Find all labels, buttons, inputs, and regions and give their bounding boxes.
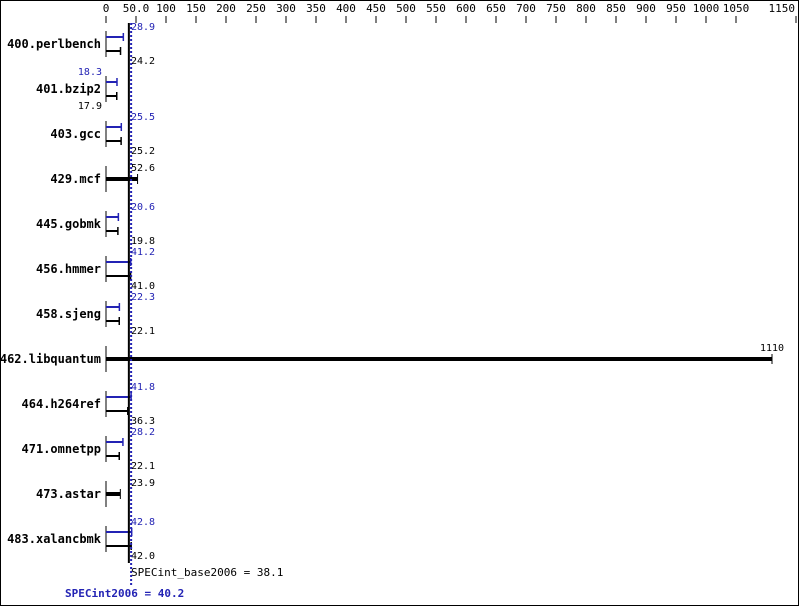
peak-value-label: 28.9 <box>131 22 155 33</box>
base-value-label: 25.2 <box>131 146 155 157</box>
benchmark-row: 456.hmmer 41.2 41.0 <box>36 247 155 292</box>
x-tick-label: 400 <box>336 2 356 15</box>
benchmark-row: 462.libquantum 1110 <box>1 343 784 372</box>
benchmark-label: 483.xalancbmk <box>7 532 102 546</box>
base-value-label: 24.2 <box>131 56 155 67</box>
benchmark-label: 403.gcc <box>50 127 101 141</box>
benchmark-row: 471.omnetpp 28.2 22.1 <box>22 427 156 472</box>
base-value-label: 19.8 <box>131 236 155 247</box>
peak-value-label: 25.5 <box>131 112 155 123</box>
x-tick-label: 750 <box>546 2 566 15</box>
base-value-label: 52.6 <box>131 163 155 174</box>
x-tick-label: 300 <box>276 2 296 15</box>
x-tick-label: 50.0 <box>123 2 150 15</box>
x-tick-label: 900 <box>636 2 656 15</box>
x-tick-label: 100 <box>156 2 176 15</box>
x-tick-label: 800 <box>576 2 596 15</box>
benchmark-label: 401.bzip2 <box>36 82 101 96</box>
x-tick-label: 1000 <box>693 2 720 15</box>
benchmark-label: 462.libquantum <box>1 352 101 366</box>
benchmark-row: 458.sjeng 22.3 22.1 <box>36 292 155 337</box>
peak-value-label: 22.3 <box>131 292 155 303</box>
benchmark-row: 464.h264ref 41.8 36.3 <box>22 382 156 427</box>
benchmark-row: 429.mcf 52.6 <box>50 163 155 192</box>
x-tick-label: 500 <box>396 2 416 15</box>
benchmark-row: 445.gobmk 20.6 19.8 <box>36 202 155 247</box>
x-tick-label: 250 <box>246 2 266 15</box>
benchmark-row: 483.xalancbmk 42.8 42.0 <box>7 517 155 562</box>
x-tick-label: 850 <box>606 2 626 15</box>
benchmark-label: 473.astar <box>36 487 101 501</box>
peak-mean-label: SPECint2006 = 40.2 <box>65 587 184 600</box>
base-value-label: 23.9 <box>131 478 155 489</box>
x-tick-label: 950 <box>666 2 686 15</box>
x-tick-label: 200 <box>216 2 236 15</box>
benchmark-row: 401.bzip2 18.3 17.9 <box>36 67 118 112</box>
bars: 400.perlbench28.924.2401.bzip218.317.940… <box>1 22 784 562</box>
x-tick-label: 0 <box>103 2 110 15</box>
base-value-label: 22.1 <box>131 326 155 337</box>
peak-value-label: 41.8 <box>131 382 155 393</box>
base-value-label: 1110 <box>760 343 784 354</box>
peak-value-label: 28.2 <box>131 427 155 438</box>
base-mean-label: SPECint_base2006 = 38.1 <box>131 566 283 579</box>
base-value-label: 41.0 <box>131 281 155 292</box>
base-value-label: 42.0 <box>131 551 155 562</box>
x-tick-label: 600 <box>456 2 476 15</box>
benchmark-label: 456.hmmer <box>36 262 101 276</box>
peak-value-label: 18.3 <box>78 67 102 78</box>
benchmark-row: 403.gcc 25.5 25.2 <box>50 112 155 157</box>
benchmark-row: 400.perlbench 28.9 24.2 <box>7 22 155 67</box>
peak-value-label: 41.2 <box>131 247 155 258</box>
benchmark-label: 458.sjeng <box>36 307 101 321</box>
x-tick-label: 700 <box>516 2 536 15</box>
benchmark-label: 464.h264ref <box>22 397 101 411</box>
x-tick-label: 550 <box>426 2 446 15</box>
x-tick-label: 1050 <box>723 2 750 15</box>
benchmark-label: 445.gobmk <box>36 217 102 231</box>
benchmark-label: 400.perlbench <box>7 37 101 51</box>
benchmark-row: 473.astar 23.9 <box>36 478 155 507</box>
base-value-label: 22.1 <box>131 461 155 472</box>
base-value-label: 36.3 <box>131 416 155 427</box>
x-tick-label: 350 <box>306 2 326 15</box>
x-axis: 0 50.0 100 150 200 250 300 350 400 450 500 550 600 65… <box>103 2 797 23</box>
x-tick-label: 150 <box>186 2 206 15</box>
x-tick-label: 450 <box>366 2 386 15</box>
peak-value-label: 20.6 <box>131 202 155 213</box>
peak-value-label: 42.8 <box>131 517 155 528</box>
base-value-label: 17.9 <box>78 101 102 112</box>
x-tick-label: 650 <box>486 2 506 15</box>
benchmark-label: 429.mcf <box>50 172 101 186</box>
x-tick-label: 1150 <box>769 2 796 15</box>
benchmark-label: 471.omnetpp <box>22 442 101 456</box>
